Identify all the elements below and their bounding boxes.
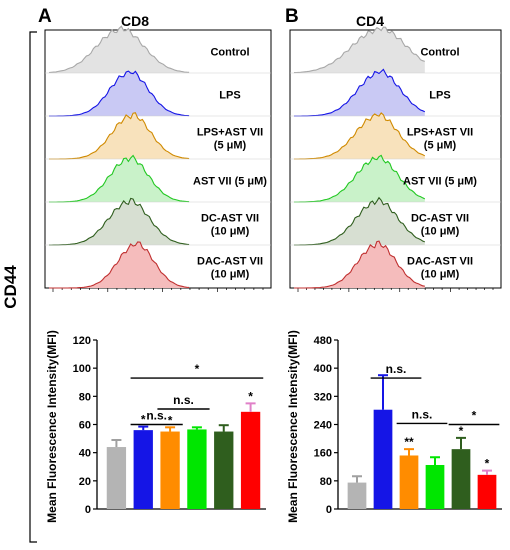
y-tick-label: 100 xyxy=(73,363,91,375)
histogram-fill xyxy=(49,155,190,202)
histogram-curve xyxy=(294,112,426,160)
histogram-curve xyxy=(49,154,190,203)
histogram-curve xyxy=(294,154,426,203)
histogram-fill xyxy=(49,198,190,245)
y-axis-label: Mean Fluorescence Intensity(MFI) xyxy=(286,330,300,523)
comparison-label: n.s. xyxy=(412,407,433,421)
histogram-curve xyxy=(49,112,190,160)
histogram-fill xyxy=(294,27,425,74)
y-tick-label: 120 xyxy=(73,335,91,347)
comparison-label: n.s. xyxy=(146,409,167,423)
significance-star: * xyxy=(485,457,490,471)
y-tick-label: 480 xyxy=(314,335,332,347)
panel-letter: B xyxy=(285,6,299,27)
y-tick-label: 160 xyxy=(314,448,332,460)
histogram-fill xyxy=(49,112,190,159)
panel-b: B CD4 Control LPS LPS+AST VII(5 μM) AST VII (… xyxy=(285,6,502,523)
panel-a: A CD8 Control LPS LPS+AST VII(5 μM) AST VII (… xyxy=(38,6,272,523)
y-tick-label: 0 xyxy=(326,504,332,516)
y-tick-label: 240 xyxy=(314,420,332,432)
histogram-fill xyxy=(294,155,425,202)
histogram-fill xyxy=(49,71,190,116)
histogram-fill xyxy=(294,112,425,159)
bar xyxy=(160,431,180,509)
y-tick-label: 80 xyxy=(79,391,91,403)
comparison-label: * xyxy=(195,362,200,376)
y-tick-label: 0 xyxy=(85,504,91,516)
histogram-curve xyxy=(49,197,190,246)
row-label: DC-AST VII xyxy=(201,213,259,225)
bar xyxy=(106,447,127,509)
panel-title: CD8 xyxy=(121,13,149,29)
row-label-unit: (10 μM) xyxy=(211,226,250,238)
row-label-unit: (10 μM) xyxy=(421,226,460,238)
y-axis-label: Mean Fluorescence Intensity(MFI) xyxy=(45,330,59,523)
side-label: CD44 xyxy=(1,265,20,309)
histogram-curve xyxy=(49,70,190,117)
histogram-fill xyxy=(294,69,425,116)
comparison-label: n.s. xyxy=(173,393,194,407)
row-label: Control xyxy=(210,47,249,59)
histogram-fill xyxy=(49,26,190,73)
row-label-unit: (10 μM) xyxy=(211,269,250,281)
significance-star: * xyxy=(168,413,173,427)
bar xyxy=(347,482,367,509)
histogram-curve xyxy=(294,196,426,246)
histogram-curve xyxy=(48,25,190,74)
significance-star: * xyxy=(248,389,253,403)
row-label: Control xyxy=(420,47,459,59)
row-label: LPS xyxy=(429,90,450,102)
histogram-curve xyxy=(293,26,425,74)
histogram-curve xyxy=(49,241,190,289)
y-tick-label: 320 xyxy=(314,391,332,403)
bar xyxy=(187,429,207,509)
row-label: DC-AST VII xyxy=(411,213,469,225)
bar xyxy=(373,409,393,509)
row-label: LPS xyxy=(219,90,240,102)
row-label-unit: (5 μM) xyxy=(424,140,457,152)
significance-star: ** xyxy=(404,435,414,449)
bar xyxy=(425,464,445,509)
y-tick-label: 60 xyxy=(79,420,91,432)
y-tick-label: 400 xyxy=(314,363,332,375)
bar xyxy=(240,411,261,509)
comparison-label: * xyxy=(472,409,477,423)
bar xyxy=(214,431,234,509)
bar xyxy=(133,430,153,509)
significance-star: * xyxy=(459,424,464,438)
histogram-curve xyxy=(294,240,425,289)
comparison-label: n.s. xyxy=(386,362,407,376)
bar xyxy=(477,474,497,509)
row-label: DAC-AST VII xyxy=(197,256,263,268)
panel-letter: A xyxy=(38,6,52,27)
histogram-fill xyxy=(294,197,425,245)
y-tick-label: 20 xyxy=(79,476,91,488)
row-label-unit: (10 μM) xyxy=(421,269,460,281)
panel-title: CD4 xyxy=(356,13,384,29)
histogram-curve xyxy=(294,68,426,117)
significance-star: * xyxy=(141,413,146,427)
row-label: LPS+AST VII xyxy=(407,127,473,139)
figure-bracket xyxy=(29,31,37,543)
row-label: DAC-AST VII xyxy=(407,256,473,268)
y-tick-label: 80 xyxy=(320,476,332,488)
row-label-unit: (5 μM) xyxy=(214,140,247,152)
histogram-fill xyxy=(49,242,190,288)
row-label: AST VII (5 μM) xyxy=(193,176,267,188)
y-tick-label: 40 xyxy=(79,448,91,460)
row-label: AST VII (5 μM) xyxy=(403,176,477,188)
histogram-fill xyxy=(294,241,425,288)
bar xyxy=(399,455,419,509)
bar xyxy=(451,449,471,509)
row-label: LPS+AST VII xyxy=(197,127,263,139)
